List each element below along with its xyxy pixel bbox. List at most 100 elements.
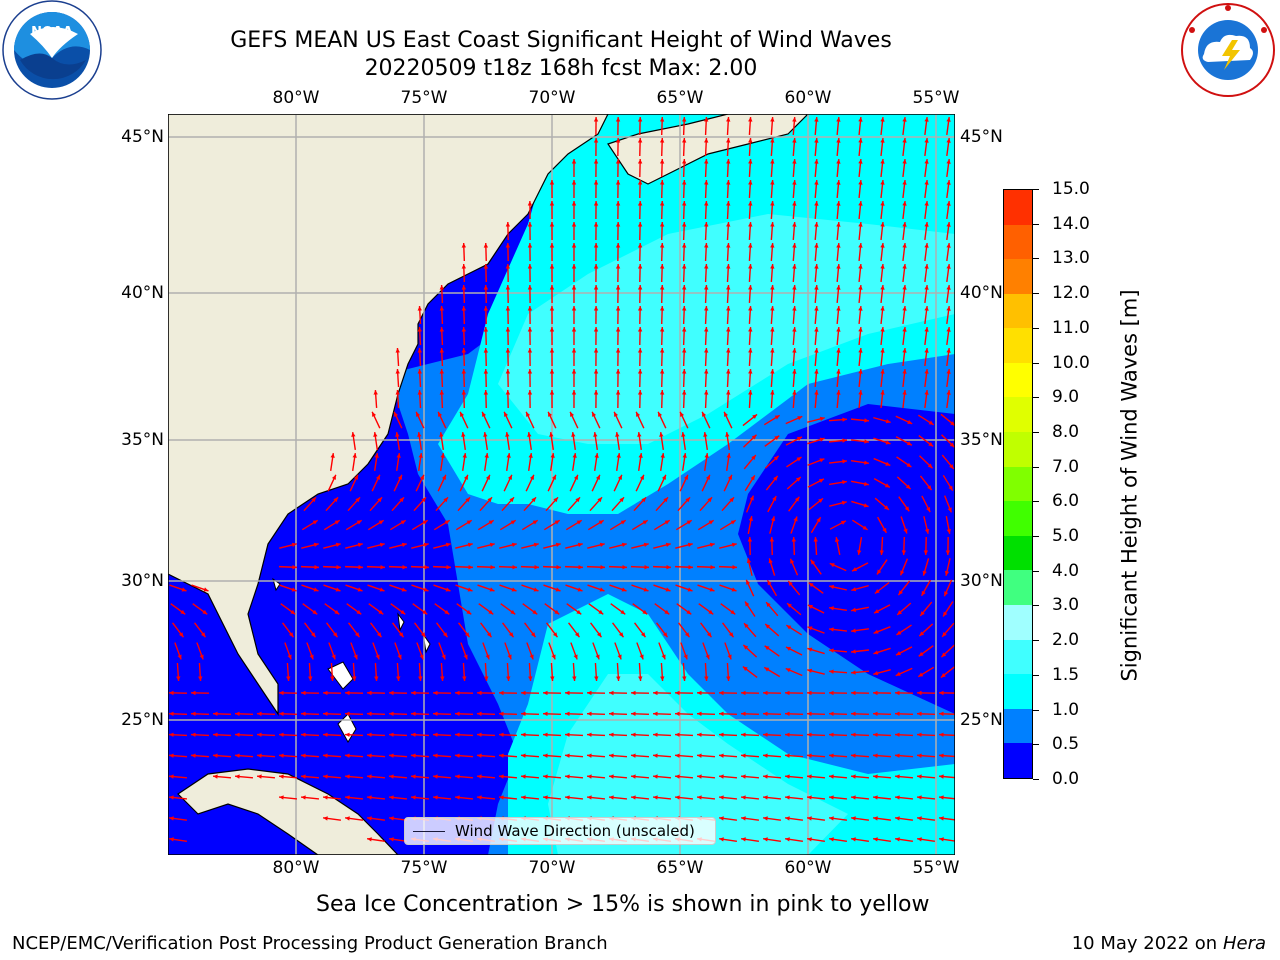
wave-direction-arrowhead xyxy=(814,138,819,143)
wave-direction-arrowhead xyxy=(841,500,847,506)
wave-direction-arrowhead xyxy=(644,565,649,570)
wave-direction-arrowhead xyxy=(884,483,890,488)
wave-direction-arrowhead xyxy=(439,327,444,332)
legend-label: Wind Wave Direction (unscaled) xyxy=(455,822,695,840)
wave-direction-arrowhead xyxy=(198,676,203,681)
wave-direction-arrowhead xyxy=(924,369,929,374)
wave-direction-arrowhead xyxy=(609,795,614,800)
wave-direction-arrowhead xyxy=(609,753,614,758)
wave-direction-arrowhead xyxy=(659,201,665,206)
wave-direction-arrowhead xyxy=(620,520,626,525)
wave-direction-arrowhead xyxy=(571,222,577,227)
wave-direction-arrowhead xyxy=(549,222,555,227)
wave-direction-arrowhead xyxy=(792,138,797,143)
wave-direction-arrowhead xyxy=(483,390,489,395)
wave-direction-arrowhead xyxy=(213,774,218,779)
wave-direction-arrowhead xyxy=(792,306,797,311)
wave-direction-arrowhead xyxy=(587,690,592,696)
lat-label-left: 35°N xyxy=(121,430,164,450)
wave-direction-arrowhead xyxy=(880,264,885,269)
wave-direction-arrowhead xyxy=(792,348,797,353)
wave-direction-arrowhead xyxy=(527,285,533,290)
colorbar-segment xyxy=(1004,535,1032,571)
wave-direction-arrowhead xyxy=(741,816,746,821)
colorbar-tick-label: 7.0 xyxy=(1052,456,1080,477)
wave-direction-arrowhead xyxy=(840,520,846,525)
wave-direction-arrowhead xyxy=(785,837,790,842)
wave-direction-arrowhead xyxy=(287,654,292,660)
wave-direction-arrowhead xyxy=(902,138,907,143)
wave-direction-arrowhead xyxy=(697,753,702,758)
wave-direction-arrowhead xyxy=(858,201,863,206)
wave-direction-arrowhead xyxy=(858,348,863,353)
wave-direction-arrowhead xyxy=(785,690,790,696)
wave-direction-arrowhead xyxy=(719,753,724,758)
wave-direction-arrowhead xyxy=(411,774,416,779)
wave-direction-arrowhead xyxy=(939,837,944,842)
wave-direction-arrowhead xyxy=(594,676,599,681)
wave-direction-arrowhead xyxy=(595,654,600,660)
wave-direction-arrowhead xyxy=(697,774,702,779)
wave-direction-arrowhead xyxy=(659,117,665,122)
wave-direction-arrowhead xyxy=(940,673,946,678)
wave-direction-arrowhead xyxy=(928,441,934,447)
wave-direction-arrowhead xyxy=(704,327,709,332)
wave-direction-arrowhead xyxy=(527,432,532,437)
wave-direction-arrowhead xyxy=(836,348,841,353)
wave-direction-arrowhead xyxy=(257,732,262,737)
wave-direction-arrowhead xyxy=(727,654,732,660)
wave-direction-arrowhead xyxy=(532,609,538,615)
wave-direction-arrowhead xyxy=(770,264,775,269)
wave-direction-arrowhead xyxy=(417,390,422,395)
wave-direction-arrowhead xyxy=(851,607,856,612)
wave-direction-arrowhead xyxy=(659,306,665,311)
colorbar-tick-mark xyxy=(1033,223,1039,225)
wave-direction-arrowhead xyxy=(880,159,885,164)
wave-direction-arrowhead xyxy=(858,243,863,248)
wave-direction-arrowhead xyxy=(620,609,626,615)
wave-direction-arrowhead xyxy=(528,453,533,458)
colorbar-tick-mark xyxy=(1033,431,1039,433)
wave-direction-arrowhead xyxy=(504,411,509,417)
wave-direction-arrowhead xyxy=(527,264,533,269)
wave-direction-arrowhead xyxy=(851,816,856,821)
wave-direction-arrowhead xyxy=(565,774,570,779)
wave-direction-arrowhead xyxy=(746,579,751,585)
wave-direction-arrowhead xyxy=(858,222,863,227)
wave-direction-arrowhead xyxy=(792,159,797,164)
wave-direction-arrowhead xyxy=(571,285,577,290)
wave-direction-arrowhead xyxy=(659,264,665,269)
wave-direction-arrowhead xyxy=(483,285,489,290)
wave-direction-arrowhead xyxy=(704,285,709,290)
wave-direction-arrowhead xyxy=(177,654,182,660)
wave-direction-arrowhead xyxy=(763,795,768,800)
wave-direction-arrowhead xyxy=(599,542,605,547)
wave-direction-arrowhead xyxy=(726,201,731,206)
wave-direction-arrowhead xyxy=(703,432,708,437)
wave-direction-arrowhead xyxy=(792,327,797,332)
wave-direction-arrowhead xyxy=(389,774,394,779)
wave-direction-arrowhead xyxy=(395,432,400,437)
wave-direction-arrowhead xyxy=(593,327,599,332)
wave-direction-arrowhead xyxy=(389,732,394,737)
wave-direction-arrowhead xyxy=(873,629,879,634)
wave-direction-arrowhead xyxy=(697,690,702,696)
wave-direction-arrowhead xyxy=(836,369,841,374)
wave-direction-arrowhead xyxy=(615,306,621,311)
wave-direction-arrowhead xyxy=(334,609,340,615)
wave-direction-arrowhead xyxy=(770,306,775,311)
wave-direction-arrowhead xyxy=(807,711,812,717)
wave-direction-arrowhead xyxy=(704,159,709,164)
wave-direction-arrowhead xyxy=(880,369,885,374)
colorbar-tick-mark xyxy=(1033,744,1039,746)
wave-direction-arrowhead xyxy=(301,774,306,779)
wave-direction-arrowhead xyxy=(468,565,473,570)
wave-direction-arrowhead xyxy=(521,774,526,779)
wave-direction-arrowhead xyxy=(682,180,687,185)
wave-direction-arrowhead xyxy=(394,411,399,417)
wave-direction-arrowhead xyxy=(748,306,753,311)
wave-direction-arrowhead xyxy=(487,497,493,503)
wave-direction-arrowhead xyxy=(682,243,687,248)
wave-direction-arrowhead xyxy=(682,327,687,332)
wave-direction-arrowhead xyxy=(770,159,775,164)
